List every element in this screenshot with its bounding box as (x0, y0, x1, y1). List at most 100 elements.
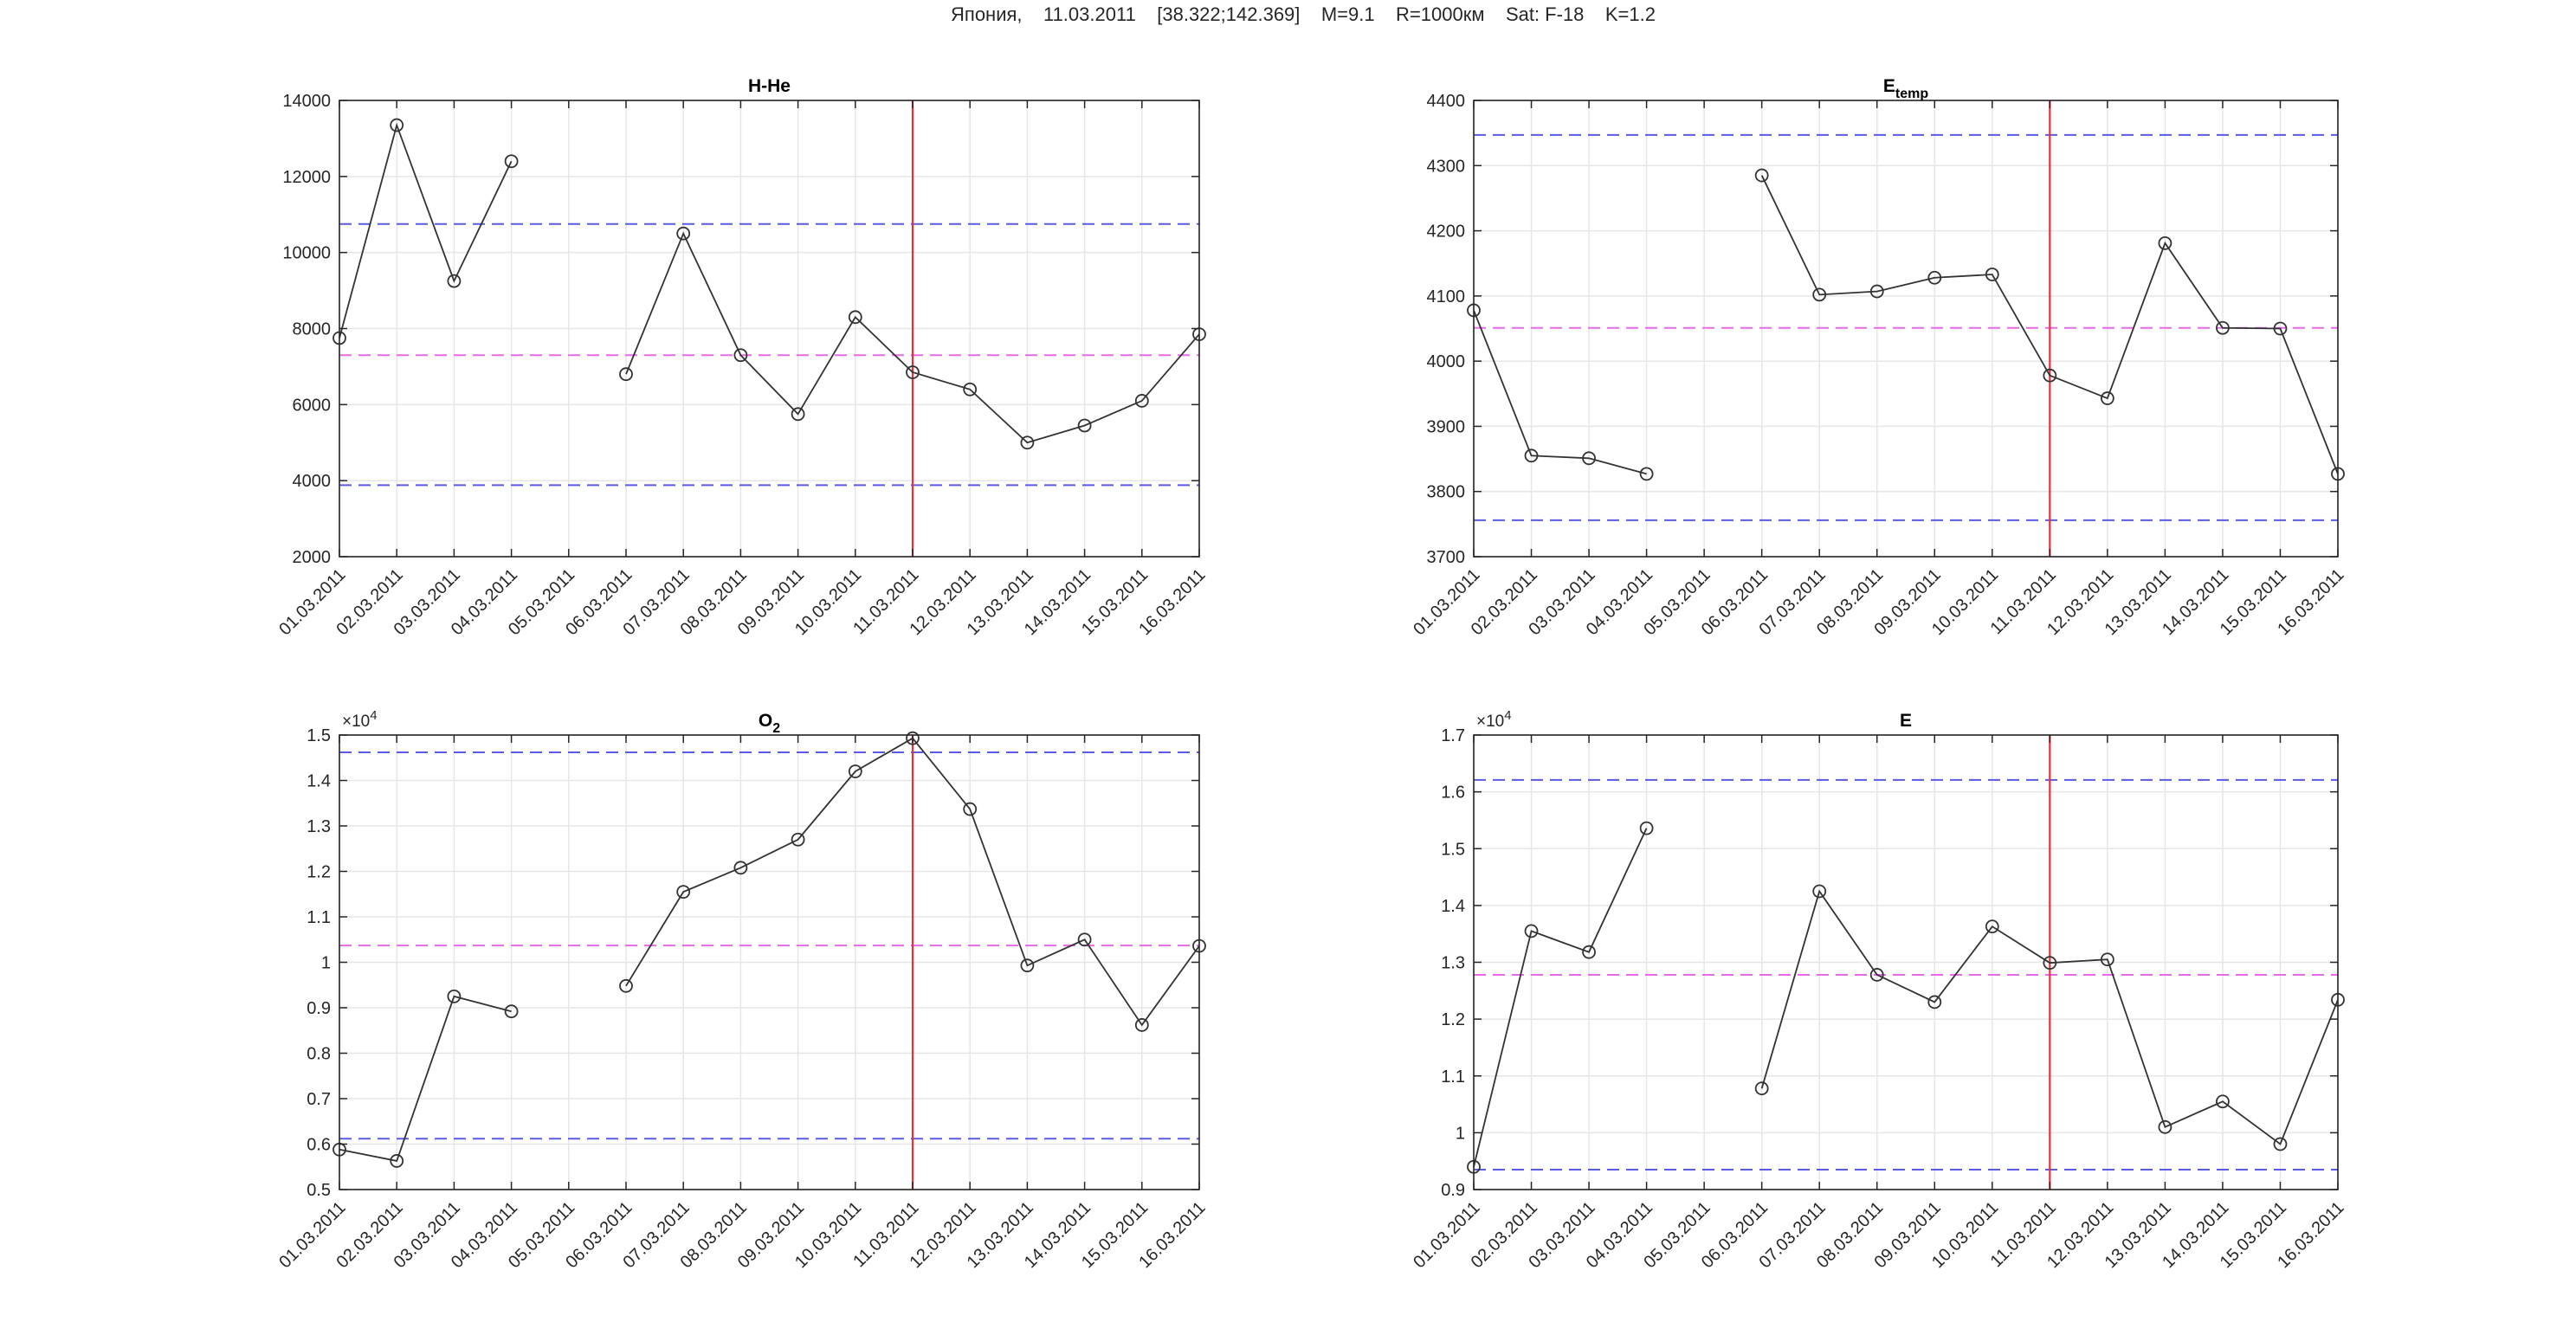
data-point[interactable] (1639, 467, 1654, 481)
y-tick-label: 1.3 (307, 817, 331, 836)
y-tick-label: 1.4 (1441, 897, 1465, 916)
data-point[interactable] (906, 731, 920, 745)
data-point[interactable] (963, 382, 978, 397)
data-point[interactable] (848, 310, 862, 325)
y-tick-label: 3800 (1427, 483, 1466, 502)
data-point[interactable] (390, 1154, 404, 1168)
data-point[interactable] (2216, 320, 2230, 335)
data-point[interactable] (1985, 919, 1999, 934)
chart-title-subscript: 2 (772, 721, 780, 736)
chart-panel-3: 0.50.60.70.80.911.11.21.31.41.501.03.201… (275, 708, 1209, 1272)
y-tick-label: 8000 (293, 320, 332, 339)
data-point[interactable] (1927, 270, 1942, 285)
y-tick-label: 1.1 (1441, 1067, 1465, 1087)
data-point[interactable] (906, 365, 920, 379)
y-tick-label: 1.1 (307, 908, 331, 927)
data-point[interactable] (1812, 287, 1827, 302)
exponent-power: 4 (1504, 708, 1511, 723)
data-point[interactable] (2100, 952, 2114, 967)
y-tick-label: 0.6 (307, 1136, 331, 1155)
y-tick-label: 4000 (293, 472, 332, 491)
chart-panel-2: 3700380039004000410042004300440001.03.20… (1410, 76, 2347, 639)
y-tick-label: 0.9 (1441, 1181, 1465, 1200)
data-point[interactable] (791, 407, 805, 422)
data-point[interactable] (619, 978, 633, 993)
data-point[interactable] (2100, 391, 2114, 405)
chart-title: Etemp (1883, 76, 1928, 101)
y-tick-label: 4200 (1427, 222, 1466, 242)
y-tick-label: 0.8 (307, 1045, 331, 1064)
y-tick-label: 1 (321, 954, 331, 973)
y-tick-label: 1.5 (307, 726, 331, 745)
series-line (1473, 310, 1647, 475)
series-line (1473, 828, 1648, 1167)
y-tick-label: 4100 (1427, 287, 1466, 306)
y-tick-label: 1.3 (1441, 954, 1465, 973)
data-point[interactable] (1077, 932, 1092, 947)
y-tick-label: 4000 (1427, 352, 1466, 371)
data-point[interactable] (2273, 321, 2288, 336)
data-point[interactable] (2158, 235, 2172, 250)
data-point[interactable] (1985, 268, 1999, 281)
data-point[interactable] (2043, 956, 2057, 971)
y-tick-label: 1.6 (1441, 784, 1465, 803)
data-point[interactable] (676, 885, 691, 900)
data-point[interactable] (1134, 1018, 1149, 1032)
y-tick-label: 14000 (282, 92, 331, 111)
data-point[interactable] (2158, 1119, 2172, 1134)
data-point[interactable] (848, 764, 862, 778)
chart-title: O2 (759, 711, 780, 736)
data-point[interactable] (1524, 924, 1539, 938)
data-point[interactable] (1869, 284, 1884, 299)
chart-title: E (1900, 711, 1912, 731)
data-point[interactable] (1754, 1081, 1769, 1096)
y-tick-label: 10000 (282, 244, 331, 263)
data-point[interactable] (447, 989, 462, 1003)
series-line (339, 122, 513, 339)
y-tick-label: 0.7 (307, 1090, 331, 1109)
data-point[interactable] (963, 802, 978, 816)
exponent-power: 4 (370, 708, 377, 723)
data-point[interactable] (1812, 884, 1827, 899)
exponent-label: ×104 (1476, 708, 1512, 731)
data-point[interactable] (1927, 995, 1942, 1009)
y-tick-label: 3700 (1427, 548, 1466, 567)
data-point[interactable] (1869, 968, 1884, 982)
data-point[interactable] (1582, 945, 1596, 959)
data-point[interactable] (1639, 821, 1654, 835)
series-line (625, 231, 1200, 444)
data-point[interactable] (390, 118, 404, 132)
data-point[interactable] (1020, 958, 1035, 973)
y-tick-label: 0.9 (307, 999, 331, 1018)
data-point[interactable] (1524, 448, 1539, 463)
data-point[interactable] (619, 367, 633, 382)
data-point[interactable] (1754, 168, 1769, 183)
data-point[interactable] (447, 274, 462, 288)
data-point[interactable] (504, 154, 519, 169)
data-point[interactable] (1582, 451, 1596, 466)
data-point[interactable] (1134, 394, 1149, 408)
data-point[interactable] (733, 861, 748, 875)
y-tick-label: 1.7 (1441, 726, 1465, 745)
data-point[interactable] (676, 226, 691, 241)
data-point[interactable] (2273, 1137, 2288, 1151)
chart-panel-1: 200040006000800010000120001400001.03.201… (275, 76, 1209, 639)
data-point[interactable] (1020, 435, 1035, 450)
y-tick-label: 1.2 (1441, 1010, 1465, 1029)
chart-title: H-He (748, 76, 791, 96)
y-tick-label: 3900 (1427, 417, 1466, 436)
y-tick-label: 6000 (293, 396, 332, 415)
data-point[interactable] (2043, 368, 2057, 383)
chart-title-subscript: temp (1895, 87, 1928, 101)
chart-panel-4: 0.911.11.21.31.41.51.61.701.03.201102.03… (1410, 708, 2347, 1272)
series-line (1760, 175, 2339, 474)
data-point[interactable] (2216, 1094, 2230, 1109)
data-point[interactable] (791, 832, 805, 847)
data-point[interactable] (733, 348, 748, 363)
data-point[interactable] (504, 1004, 519, 1019)
data-point[interactable] (1077, 418, 1092, 433)
exponent-label: ×104 (342, 708, 378, 731)
y-tick-label: 1.4 (307, 772, 331, 791)
series-line (339, 995, 512, 1162)
